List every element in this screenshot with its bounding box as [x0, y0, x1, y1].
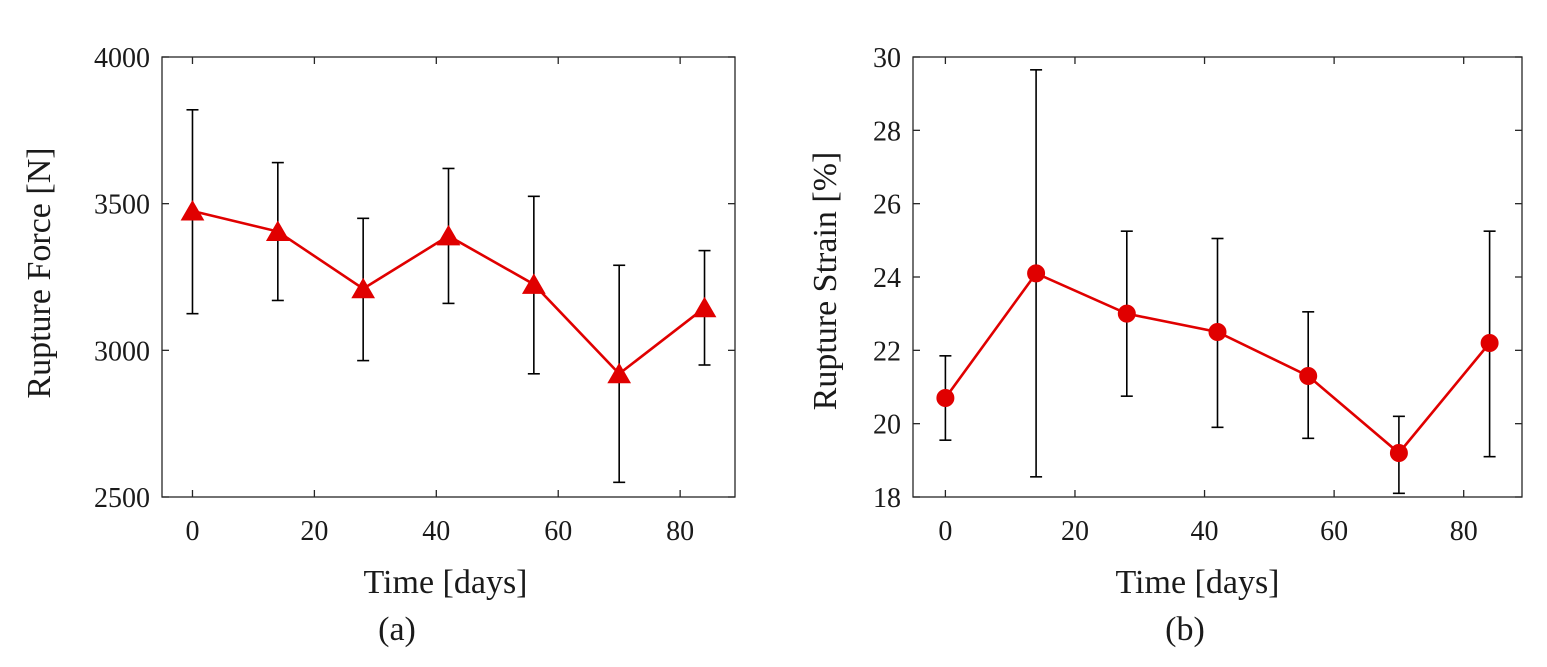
y-tick-label: 20 — [873, 410, 901, 441]
y-axis-label: Rupture Force [N] — [21, 147, 58, 398]
data-point-circle — [1027, 264, 1046, 283]
x-tick-label: 60 — [544, 516, 572, 547]
y-tick-label: 28 — [873, 116, 901, 147]
chart-b: 0 20 40 60 80 18 20 22 24 26 28 30 Time [days] Ruptur… — [807, 43, 1523, 648]
y-tick-label: 4000 — [94, 43, 150, 74]
y-tick-label: 2500 — [94, 483, 150, 514]
y-tick-label: 30 — [873, 43, 901, 74]
y-tick-label: 3500 — [94, 190, 150, 221]
x-tick-label: 0 — [938, 516, 952, 547]
y-tick-label: 18 — [873, 483, 901, 514]
data-point-triangle — [436, 224, 461, 246]
data-point-triangle — [521, 273, 546, 294]
x-tick-label: 20 — [1061, 516, 1089, 547]
data-point-circle — [1299, 367, 1318, 385]
data-point-triangle — [265, 220, 290, 242]
y-tick-label: 3000 — [94, 336, 150, 367]
x-tick-label: 40 — [422, 516, 450, 547]
y-axis-label: Rupture Strain [%] — [807, 152, 844, 411]
data-point-triangle — [180, 200, 205, 221]
x-tick-label: 80 — [666, 516, 694, 547]
x-tick-label: 0 — [185, 516, 199, 547]
data-point-circle — [1208, 323, 1227, 341]
data-point-triangle — [607, 362, 632, 384]
y-tick-label: 24 — [873, 263, 901, 294]
figure-caption: (b) — [1165, 611, 1205, 648]
data-point-circle — [1389, 444, 1408, 462]
y-tick-label: 26 — [873, 190, 901, 221]
data-point-triangle — [692, 296, 717, 318]
data-point-circle — [936, 389, 955, 407]
y-tick-label: 22 — [873, 336, 901, 367]
x-tick-label: 20 — [300, 516, 328, 547]
data-point-triangle — [351, 277, 376, 299]
x-axis-label: Time [days] — [363, 564, 527, 601]
chart-a: 0 20 40 60 80 2500 3000 3500 4000 Time [days] Rupt… — [21, 43, 736, 648]
x-axis-label: Time [days] — [1115, 564, 1279, 601]
x-tick-label: 80 — [1450, 516, 1478, 547]
figure-caption: (a) — [378, 611, 416, 648]
data-point-circle — [1117, 304, 1136, 323]
plot-frame — [161, 56, 736, 498]
data-point-circle — [1480, 334, 1499, 352]
x-tick-label: 60 — [1320, 516, 1348, 547]
x-tick-label: 40 — [1191, 516, 1219, 547]
